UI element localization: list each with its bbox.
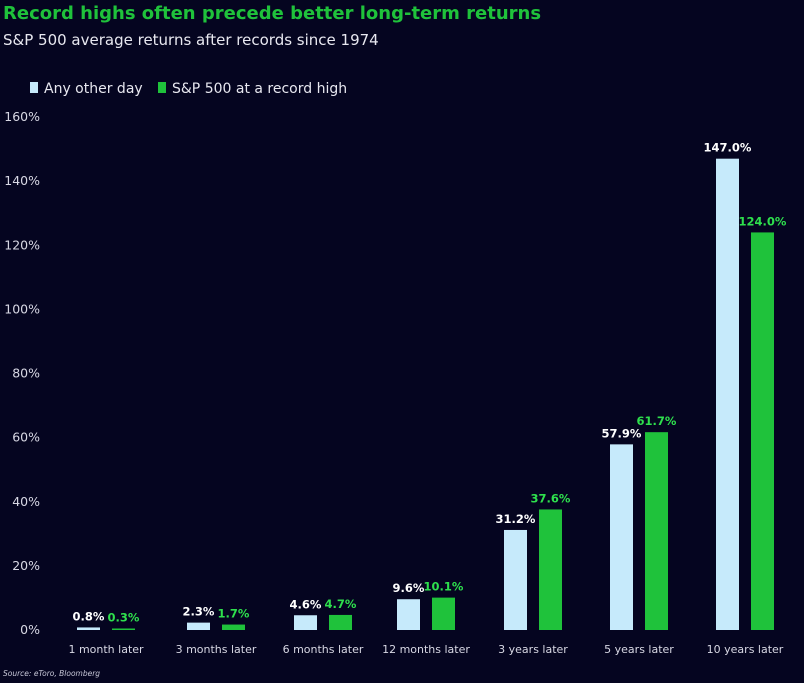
bar-any-other-day (610, 444, 633, 630)
source-note: Source: eToro, Bloomberg (3, 669, 100, 678)
y-tick-label: 120% (4, 237, 40, 252)
chart-title: Record highs often precede better long-t… (3, 3, 541, 24)
bar-record-high (539, 509, 562, 630)
y-tick-label: 100% (4, 301, 40, 316)
data-label: 4.7% (325, 597, 357, 611)
data-label: 9.6% (393, 581, 425, 595)
data-label: 1.7% (218, 607, 250, 621)
legend-swatch (158, 82, 166, 93)
x-category-label: 1 month later (68, 643, 144, 656)
x-category-label: 10 years later (707, 643, 784, 656)
bar-record-high (329, 614, 352, 630)
data-label: 4.6% (290, 597, 322, 611)
y-axis: 0% 20% 40% 60% 80% 100% 120% 140% 160% (4, 109, 40, 637)
data-label: 37.6% (531, 491, 571, 505)
bar-any-other-day (397, 599, 420, 630)
bar-record-high (432, 597, 455, 630)
data-label: 0.8% (73, 609, 105, 623)
data-label: 0.3% (108, 611, 140, 625)
data-label: 10.1% (424, 580, 464, 594)
legend: Any other day S&P 500 at a record high (30, 81, 347, 97)
legend-label: S&P 500 at a record high (172, 81, 347, 97)
y-tick-label: 140% (4, 173, 40, 188)
x-category-label: 3 years later (498, 643, 568, 656)
y-tick-label: 0% (20, 622, 40, 637)
y-tick-label: 160% (4, 109, 40, 124)
bar-record-high (645, 432, 668, 630)
data-label: 2.3% (183, 605, 215, 619)
x-category-label: 3 months later (176, 643, 257, 656)
bar-record-high (751, 232, 774, 631)
legend-label: Any other day (44, 81, 143, 97)
x-category-label: 12 months later (382, 643, 470, 656)
y-tick-label: 40% (12, 494, 40, 509)
bar-any-other-day (77, 627, 100, 630)
x-axis: 1 month later 3 months later 6 months late… (68, 643, 783, 656)
bar-any-other-day (187, 622, 210, 630)
legend-swatch (30, 82, 38, 93)
chart-subtitle: S&P 500 average returns after records si… (3, 31, 379, 49)
data-label: 124.0% (739, 214, 787, 228)
data-label: 57.9% (602, 426, 642, 440)
y-tick-label: 80% (12, 366, 40, 381)
data-label: 147.0% (704, 141, 752, 155)
data-label: 61.7% (637, 414, 677, 428)
y-tick-label: 60% (12, 430, 40, 445)
data-label: 31.2% (496, 512, 536, 526)
x-category-label: 6 months later (283, 643, 364, 656)
bar-any-other-day (504, 529, 527, 630)
bar-any-other-day (294, 615, 317, 630)
bars: 0.8% 0.3% 2.3% 1.7% 4.6% 4.7% 9.6% 10.1% 31.2% 37… (73, 141, 787, 631)
y-tick-label: 20% (12, 558, 40, 573)
bar-any-other-day (716, 158, 739, 630)
bar-record-high (112, 628, 135, 630)
bar-record-high (222, 624, 245, 630)
x-category-label: 5 years later (604, 643, 674, 656)
